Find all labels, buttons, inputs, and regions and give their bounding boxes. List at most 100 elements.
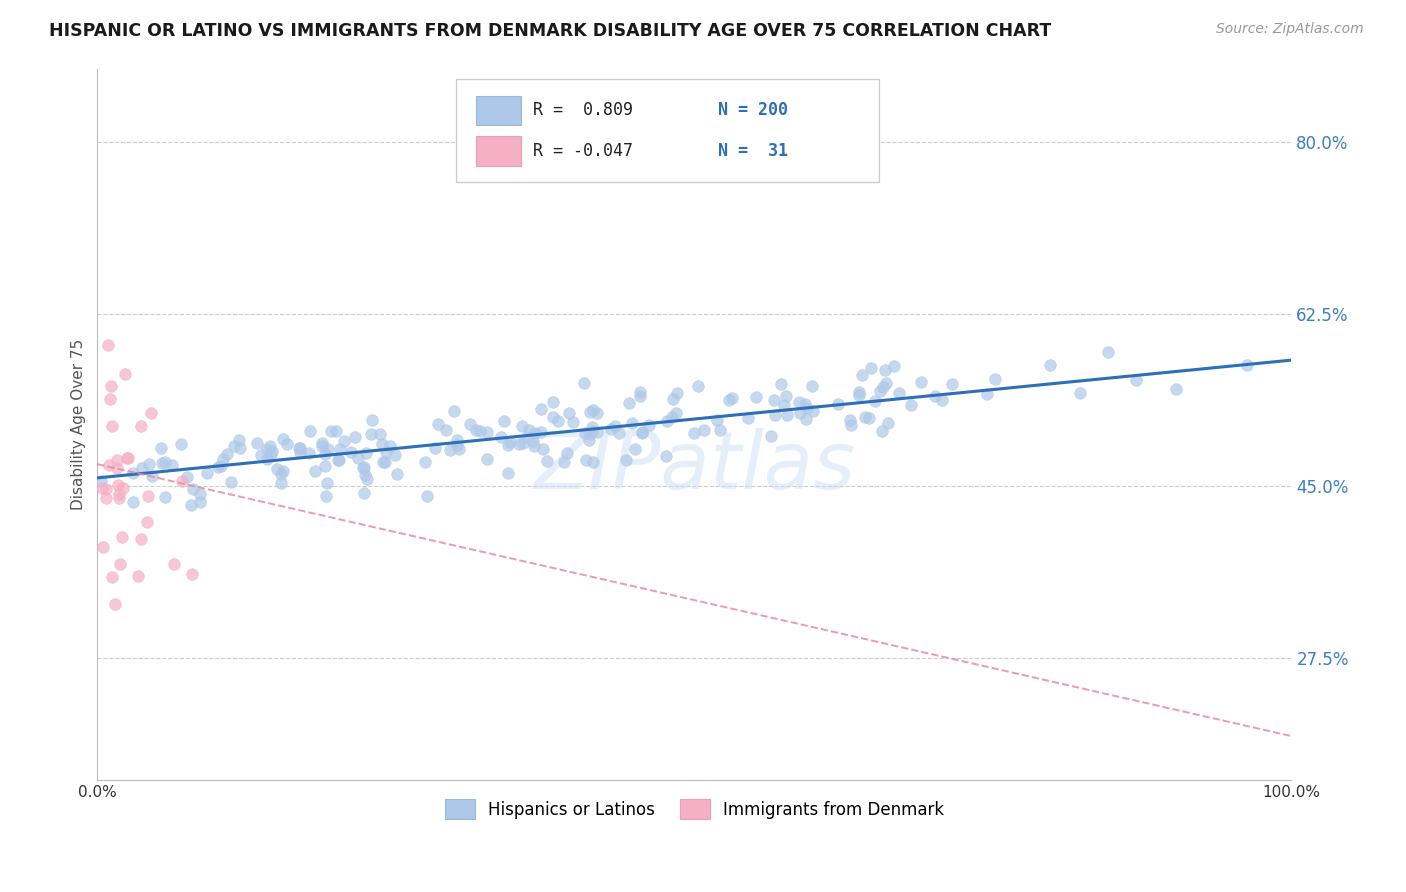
Point [796, 401, 818, 416]
Point [149, 441, 172, 455]
Point [249, 448, 271, 462]
Point [638, 418, 661, 433]
Point [621, 416, 644, 430]
Point [385, 467, 408, 481]
Point [578, 433, 600, 447]
Point [315, 489, 337, 503]
Point [858, 410, 880, 425]
Point [170, 437, 193, 451]
Point [665, 386, 688, 401]
Point [112, 481, 135, 495]
Point [883, 359, 905, 373]
Point [439, 442, 461, 457]
Point [848, 387, 870, 401]
Point [541, 395, 564, 409]
Point [117, 450, 139, 465]
Point [319, 425, 342, 439]
Point [127, 569, 149, 583]
Point [665, 406, 688, 420]
Point [163, 558, 186, 572]
FancyBboxPatch shape [475, 136, 522, 166]
Point [314, 458, 336, 473]
Text: HISPANIC OR LATINO VS IMMIGRANTS FROM DENMARK DISABILITY AGE OVER 75 CORRELATION: HISPANIC OR LATINO VS IMMIGRANTS FROM DE… [49, 22, 1052, 40]
Point [789, 406, 811, 420]
Point [496, 467, 519, 481]
Point [536, 454, 558, 468]
Point [910, 375, 932, 389]
Point [827, 397, 849, 411]
Point [744, 390, 766, 404]
Point [585, 406, 607, 420]
Point [875, 376, 897, 390]
Point [761, 429, 783, 443]
Point [104, 597, 127, 611]
Point [298, 425, 321, 439]
Point [523, 425, 546, 440]
Point [931, 393, 953, 408]
FancyBboxPatch shape [475, 95, 522, 126]
Point [1236, 358, 1258, 372]
Point [97, 338, 120, 352]
Point [246, 436, 269, 450]
Point [378, 439, 401, 453]
Point [90, 474, 112, 488]
Point [776, 408, 799, 422]
Point [976, 386, 998, 401]
Text: R = -0.047: R = -0.047 [533, 142, 633, 160]
Point [311, 439, 333, 453]
Point [270, 467, 292, 482]
Point [531, 442, 554, 456]
Point [326, 452, 349, 467]
Point [172, 475, 194, 489]
Point [718, 393, 741, 408]
Point [443, 404, 465, 418]
Point [984, 372, 1007, 386]
Point [347, 450, 370, 465]
Point [153, 455, 176, 469]
Point [129, 418, 152, 433]
Point [436, 423, 458, 437]
Point [228, 433, 250, 447]
Point [273, 464, 295, 478]
Point [91, 540, 114, 554]
Point [384, 448, 406, 462]
Point [221, 475, 243, 489]
Point [100, 378, 122, 392]
Point [135, 516, 157, 530]
Point [328, 453, 350, 467]
Point [628, 384, 651, 399]
Point [114, 368, 136, 382]
Point [599, 422, 621, 436]
Point [924, 389, 946, 403]
Point [181, 482, 204, 496]
Point [1069, 386, 1091, 401]
Point [374, 455, 396, 469]
Point [763, 392, 786, 407]
Point [180, 498, 202, 512]
Point [107, 478, 129, 492]
Point [180, 567, 202, 582]
Point [207, 460, 229, 475]
Point [111, 530, 134, 544]
Point [773, 398, 796, 412]
Point [344, 430, 367, 444]
Point [789, 395, 811, 409]
Point [136, 489, 159, 503]
Point [217, 447, 239, 461]
Point [353, 460, 375, 475]
Point [624, 442, 647, 457]
Y-axis label: Disability Age Over 75: Disability Age Over 75 [72, 339, 86, 510]
Point [770, 377, 793, 392]
Point [446, 433, 468, 447]
Point [468, 424, 491, 438]
Point [304, 464, 326, 478]
Text: R =  0.809: R = 0.809 [533, 101, 633, 119]
Point [603, 418, 626, 433]
Point [138, 457, 160, 471]
Point [374, 445, 396, 459]
Point [541, 410, 564, 425]
Point [801, 379, 824, 393]
Point [851, 368, 873, 382]
Point [683, 425, 706, 440]
Point [354, 468, 377, 483]
